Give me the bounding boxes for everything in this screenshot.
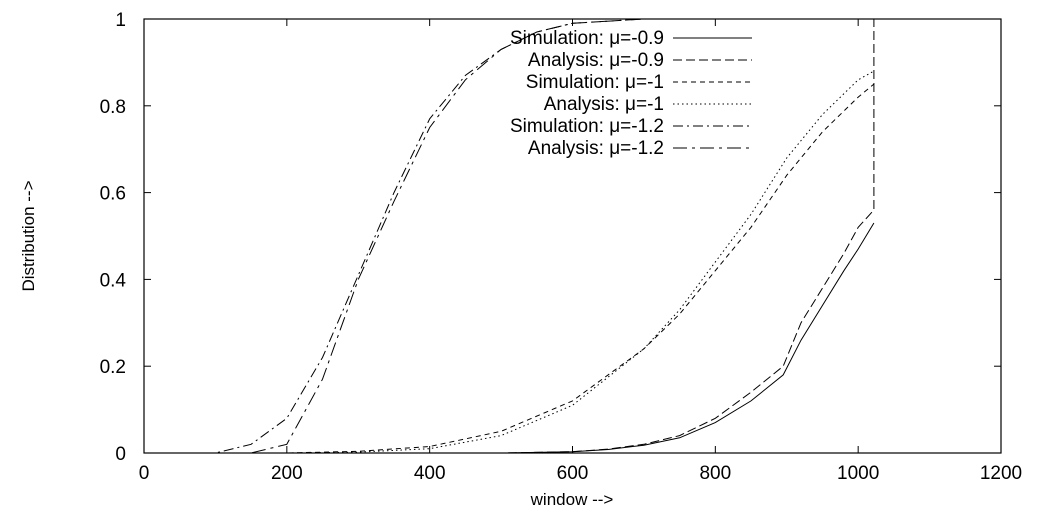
series-line-4 (144, 70, 875, 454)
y-tick-label: 0.6 (100, 184, 126, 205)
x-tick-label: 200 (271, 463, 303, 484)
legend-label-3: Simulation: μ=-1 (526, 72, 664, 93)
legend-label-2: Analysis: μ=-0.9 (528, 50, 664, 71)
series-lines (144, 18, 876, 454)
y-tick-label: 0 (115, 444, 126, 465)
x-axis-label: window --> (530, 490, 614, 509)
axis-ticks: 0 200 400 600 800 1000 1200 0 0.2 0.4 0.6 0.8 1 (100, 10, 1023, 484)
legend-label-1: Simulation: μ=-0.9 (510, 28, 664, 49)
y-tick-label: 0.8 (100, 97, 126, 118)
legend-label-6: Analysis: μ=-1.2 (528, 138, 664, 159)
series-line-1 (144, 222, 875, 454)
legend-label-5: Simulation: μ=-1.2 (510, 116, 664, 137)
y-axis-label: Distribution --> (19, 180, 38, 291)
series-line-3 (144, 83, 875, 454)
legend-label-4: Analysis: μ=-1 (544, 94, 664, 115)
x-tick-label: 0 (139, 463, 150, 484)
x-tick-label: 400 (414, 463, 446, 484)
y-tick-label: 0.4 (100, 270, 127, 291)
series-line-2 (144, 18, 876, 454)
y-tick-label: 1 (115, 10, 126, 31)
y-tick-label: 0.2 (100, 357, 126, 378)
x-tick-label: 600 (557, 463, 589, 484)
series-line-6 (144, 18, 874, 454)
x-tick-label: 1200 (980, 463, 1022, 484)
series-line-5 (144, 18, 874, 454)
x-tick-label: 1000 (837, 463, 879, 484)
x-tick-label: 800 (699, 463, 731, 484)
